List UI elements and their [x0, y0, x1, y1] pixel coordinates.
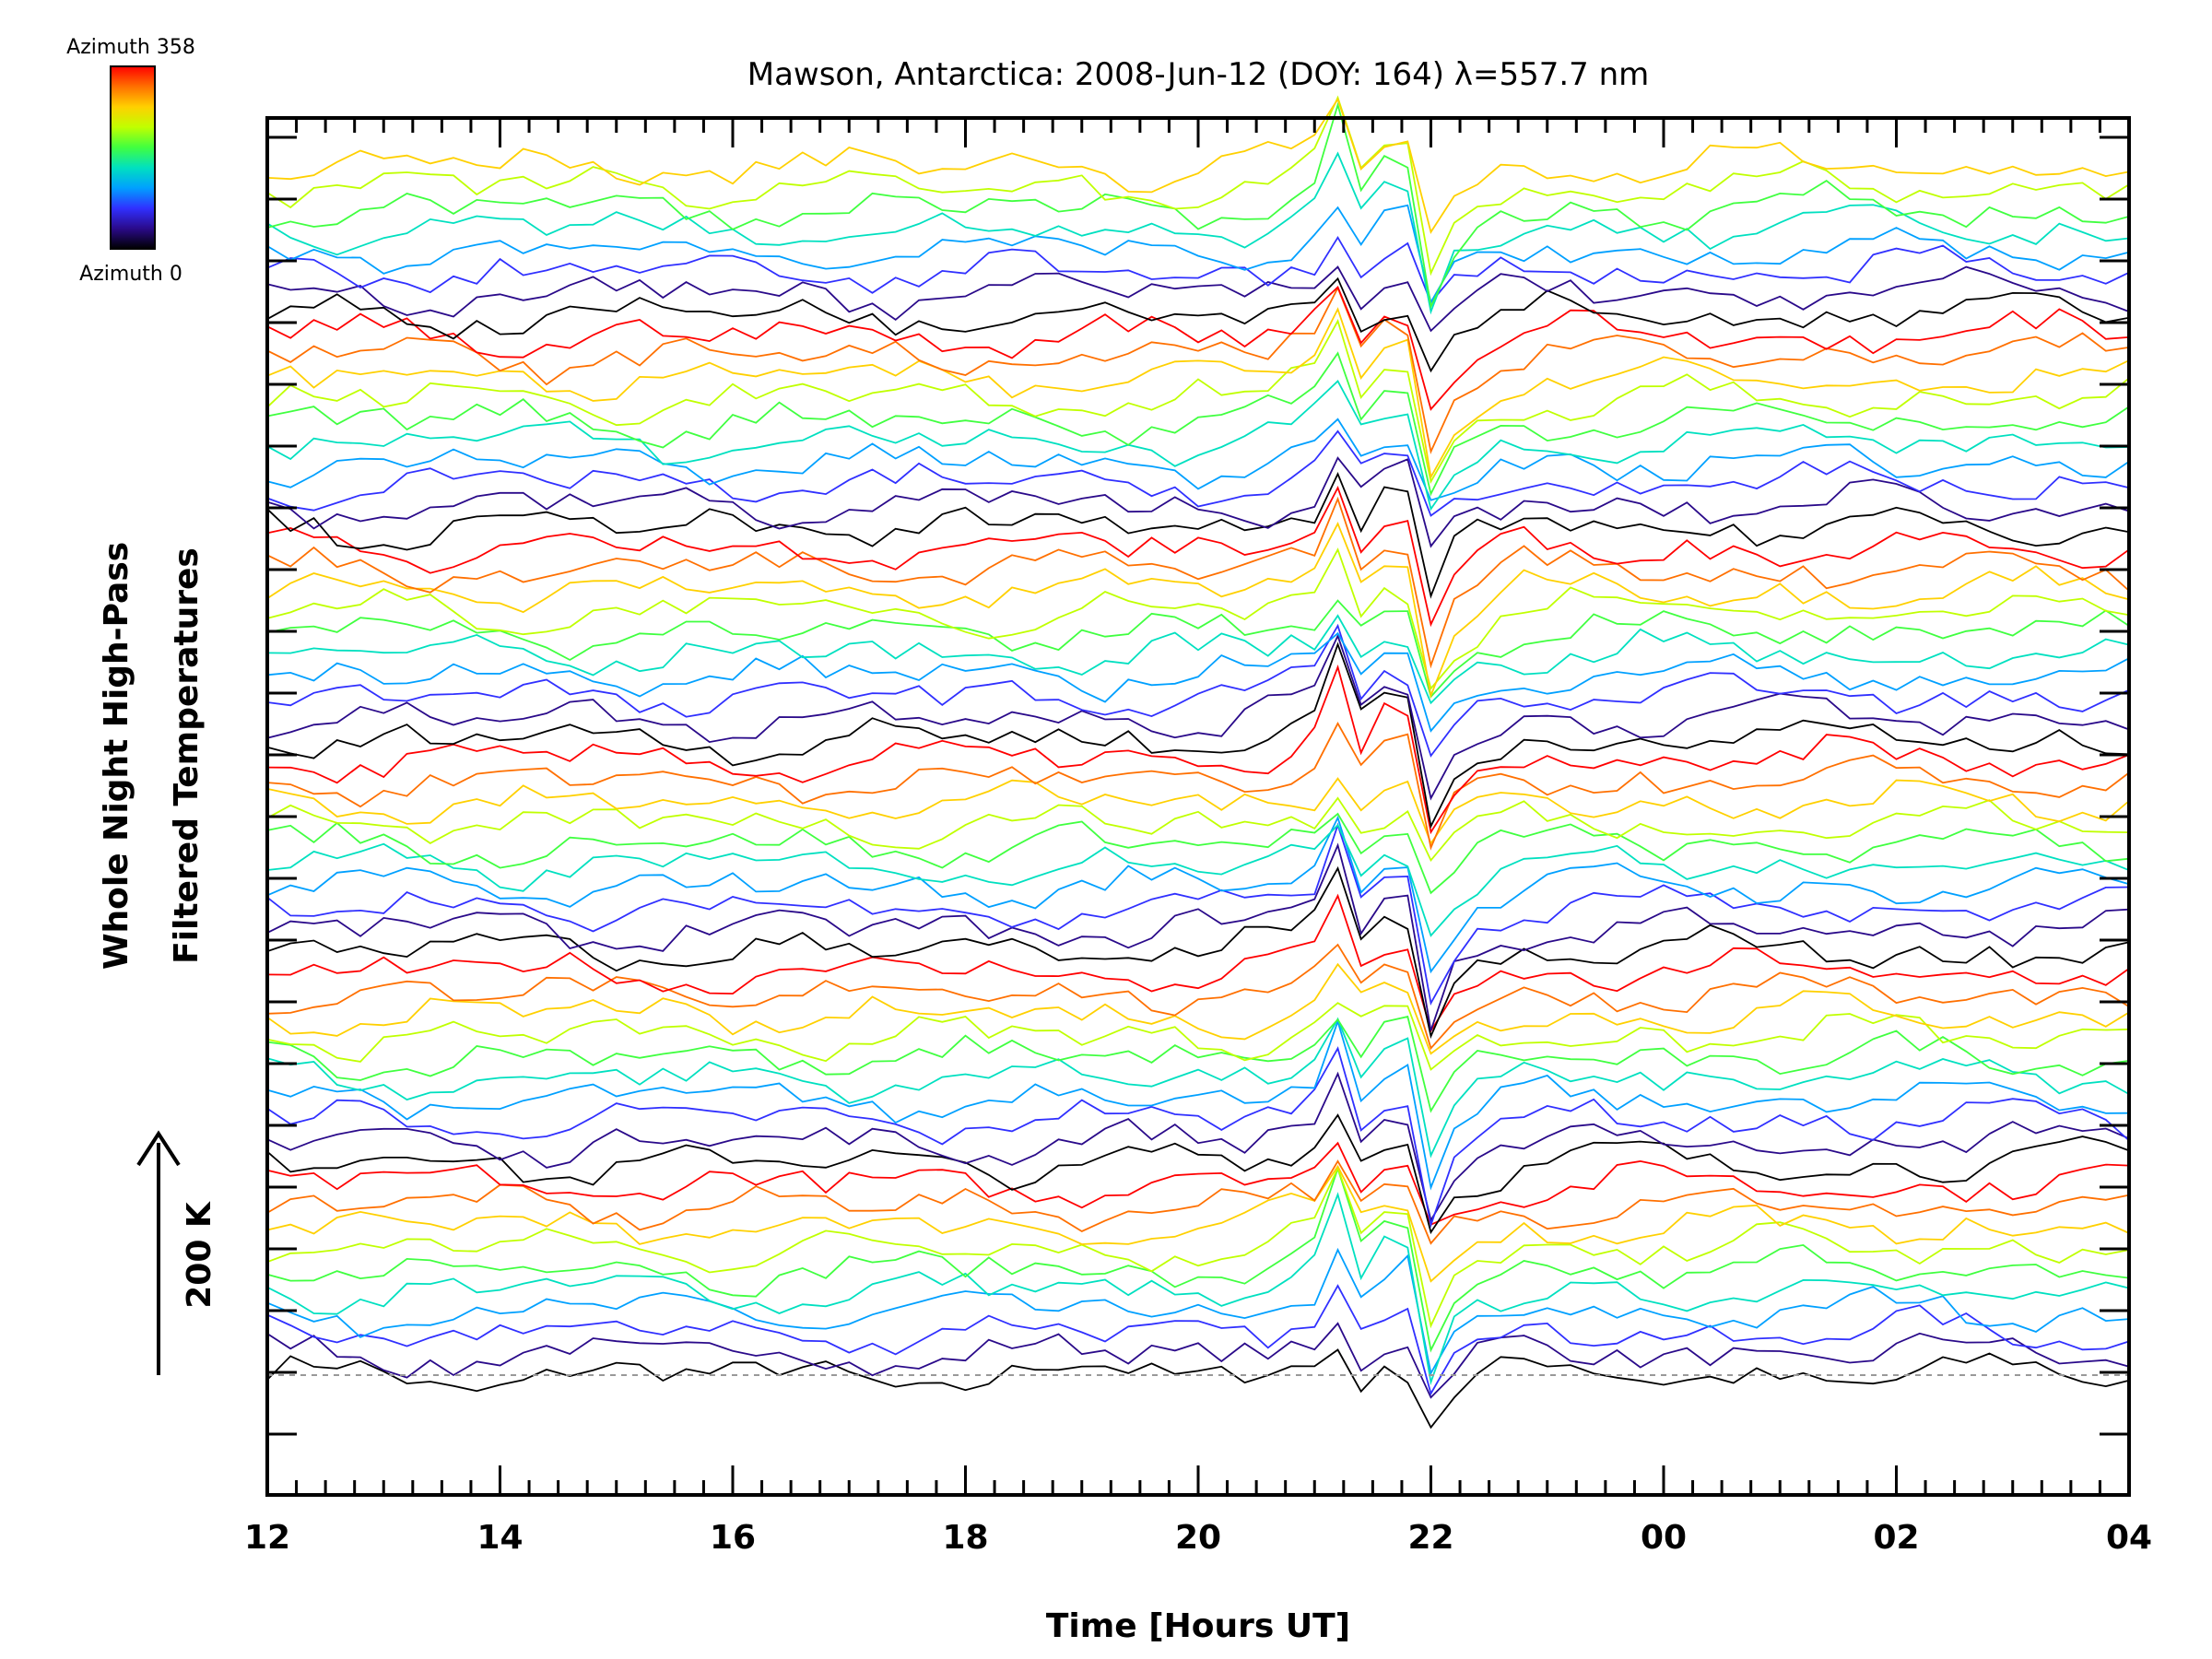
series-line-28 [266, 777, 2130, 846]
series-line-33 [266, 623, 2130, 758]
colorbar: Azimuth 358 Azimuth 0 [66, 36, 195, 286]
series-line-57 [266, 95, 2130, 276]
series-line-34 [266, 631, 2130, 733]
series-line-27 [266, 796, 2130, 863]
x-tick-label: 12 [244, 1519, 290, 1557]
series-layer [266, 95, 2130, 1430]
series-line-54 [266, 204, 2130, 305]
series-line-49 [266, 286, 2130, 454]
x-tick-label: 18 [942, 1519, 988, 1557]
series-line-23 [266, 822, 2130, 1006]
scale-bar: 200 K [136, 1130, 218, 1375]
series-line-40 [266, 485, 2130, 628]
series-line-10 [266, 1141, 2130, 1226]
chart-title: Mawson, Antarctica: 2008-Jun-12 (DOY: 16… [747, 56, 1650, 93]
series-line-48 [266, 307, 2130, 480]
series-line-42 [266, 456, 2130, 548]
x-axis-title: Time [Hours UT] [1046, 1607, 1350, 1645]
series-line-22 [266, 842, 2130, 1031]
series-line-6 [266, 1166, 2130, 1353]
x-tick-label: 04 [2106, 1519, 2152, 1557]
series-line-16 [266, 1015, 2130, 1113]
x-tick-label: 20 [1175, 1519, 1221, 1557]
series-line-13 [266, 1046, 2130, 1229]
series-line-47 [266, 318, 2130, 484]
series-line-31 [266, 641, 2130, 830]
colorbar-top-label: Azimuth 358 [66, 36, 195, 59]
series-line-3 [266, 1284, 2130, 1396]
series-line-12 [266, 1071, 2130, 1223]
series-line-30 [266, 665, 2130, 835]
scale-arrow-head [136, 1130, 181, 1167]
series-line-52 [266, 265, 2130, 333]
series-line-14 [266, 1018, 2130, 1191]
x-tick-label: 14 [477, 1519, 523, 1557]
series-line-41 [266, 471, 2130, 599]
series-line-38 [266, 522, 2130, 699]
series-line-24 [266, 815, 2130, 974]
series-line-2 [266, 1322, 2130, 1399]
x-tick-label: 16 [710, 1519, 756, 1557]
series-line-25 [266, 823, 2130, 937]
x-tick-label: 22 [1407, 1519, 1453, 1557]
series-line-39 [266, 496, 2130, 669]
y-axis-title-line2: Filtered Temperatures [168, 547, 206, 964]
series-line-55 [266, 151, 2130, 315]
series-line-58 [266, 97, 2130, 235]
series-line-29 [266, 722, 2130, 851]
series-line-56 [266, 101, 2130, 310]
series-line-11 [266, 1113, 2130, 1235]
series-line-46 [266, 351, 2130, 497]
colorbar-gradient [110, 65, 156, 250]
series-line-45 [266, 380, 2130, 512]
x-tick-label: 02 [1873, 1519, 1919, 1557]
series-line-18 [266, 962, 2130, 1055]
series-line-51 [266, 276, 2130, 373]
series-line-5 [266, 1192, 2130, 1386]
series-line-32 [266, 633, 2130, 801]
series-line-9 [266, 1159, 2130, 1245]
series-line-53 [266, 235, 2130, 304]
x-tick-label: 00 [1641, 1519, 1687, 1557]
x-tick-labels: 12 14 16 18 20 22 00 02 04 [244, 1519, 2152, 1557]
series-line-20 [266, 893, 2130, 1033]
series-line-21 [266, 865, 2130, 1040]
series-line-43 [266, 429, 2130, 517]
series-line-36 [266, 599, 2130, 699]
series-line-17 [266, 1002, 2130, 1071]
y-axis-title-line1: Whole Night High-Pass [98, 542, 135, 970]
series-line-35 [266, 614, 2130, 705]
series-line-26 [266, 812, 2130, 895]
series-line-44 [266, 418, 2130, 501]
axes [265, 116, 2131, 1497]
scale-bar-label: 200 K [181, 1201, 218, 1309]
series-line-50 [266, 286, 2130, 411]
colorbar-bottom-label: Azimuth 0 [79, 263, 182, 286]
series-line-19 [266, 943, 2130, 1051]
series-line-1 [266, 1348, 2130, 1430]
series-line-8 [266, 1164, 2130, 1283]
series-line-15 [266, 1017, 2130, 1159]
series-line-37 [266, 547, 2130, 690]
series-line-4 [266, 1247, 2130, 1376]
series-line-7 [266, 1166, 2130, 1329]
